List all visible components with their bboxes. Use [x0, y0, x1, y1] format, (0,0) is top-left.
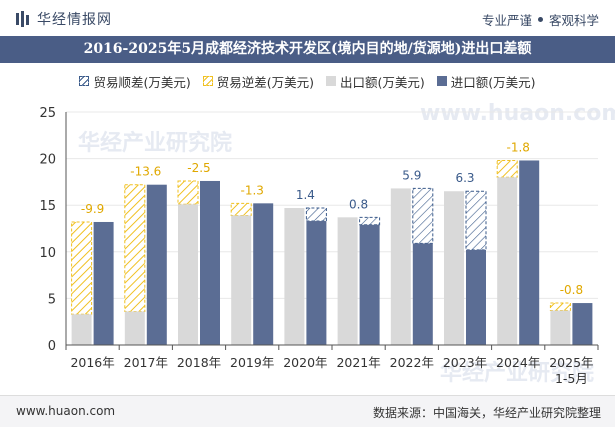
- legend-label-surplus: 贸易顺差(万美元): [93, 74, 191, 90]
- surplus-segment: [465, 190, 487, 251]
- balance-data-label: -1.8: [506, 140, 529, 154]
- deficit-segment: [496, 159, 518, 178]
- legend-item-export: 出口额(万美元): [326, 72, 425, 90]
- y-tick-label: 15: [39, 199, 56, 214]
- x-tick-label: 2024年: [496, 355, 540, 370]
- y-tick-label: 20: [39, 153, 56, 168]
- import-bar: [200, 180, 220, 345]
- y-tick-label: 5: [48, 292, 56, 307]
- balance-data-label: -1.3: [240, 183, 263, 197]
- legend-label-deficit: 贸易逆差(万美元): [216, 74, 314, 90]
- x-tick-label: 2022年: [390, 355, 434, 370]
- deficit-segment: [177, 180, 199, 205]
- export-bar: [71, 314, 92, 345]
- x-tick-label: 2018年: [177, 355, 221, 370]
- x-tick-label: 2020年: [283, 355, 327, 370]
- import-bar: [519, 160, 540, 345]
- watermark-1: 华经产业研究院: [78, 130, 232, 156]
- x-tick-label: 1-5月: [555, 371, 588, 386]
- x-tick-label: 2016年: [70, 355, 114, 370]
- export-bar: [497, 177, 518, 345]
- legend: 贸易顺差(万美元) 贸易逆差(万美元) 出口额(万美元) 进口额(万美元): [0, 72, 615, 90]
- chart-title: 2016-2025年5月成都经济技术开发区(境内目的地/货源地)进出口差额: [83, 41, 532, 57]
- legend-item-import: 进口额(万美元): [436, 72, 536, 90]
- import-bar: [412, 243, 433, 345]
- export-bar: [178, 204, 198, 345]
- deficit-segment: [549, 302, 571, 312]
- top-bar: 华经情报网 专业严谨 客观科学: [0, 0, 615, 36]
- watermark-3: 华经产业研究院: [440, 360, 594, 386]
- tagline-dot-icon: [537, 17, 543, 22]
- import-bar: [572, 303, 593, 345]
- chart: 华经产业研究院 www.huaon.com 华经产业研究院 -9.9 -13.6 -…: [39, 101, 615, 386]
- export-bar: [124, 311, 145, 345]
- footer-website[interactable]: www.huaon.com: [16, 404, 116, 418]
- balance-data-label: -9.9: [81, 202, 104, 216]
- watermark-2: www.huaon.com: [420, 101, 615, 126]
- import-bar: [359, 224, 380, 345]
- export-bar: [444, 191, 464, 345]
- tagline: 专业严谨 客观科学: [482, 10, 599, 29]
- surplus-segment: [305, 207, 327, 222]
- y-tick-label: 25: [39, 106, 56, 121]
- legend-swatch-export: [326, 76, 336, 86]
- tagline-left: 专业严谨: [481, 13, 532, 28]
- import-bar: [306, 221, 327, 345]
- footer: www.huaon.com 数据来源：中国海关，华经产业研究院整理: [0, 396, 615, 427]
- import-bar: [253, 203, 274, 345]
- x-tick-label: 2023年: [443, 355, 487, 370]
- deficit-segment: [71, 221, 93, 315]
- y-tick-label: 0: [48, 339, 56, 354]
- legend-item-deficit: 贸易逆差(万美元): [202, 72, 314, 90]
- deficit-segment: [124, 184, 146, 312]
- import-bar: [466, 249, 486, 345]
- legend-swatch-deficit: [202, 76, 213, 86]
- legend-swatch-surplus: [79, 76, 90, 86]
- x-tick-label: 2017年: [124, 355, 168, 370]
- tagline-right: 客观科学: [548, 13, 599, 28]
- legend-label-import: 进口额(万美元): [450, 74, 536, 90]
- footer-source: 数据来源：中国海关，华经产业研究院整理: [372, 406, 601, 420]
- footer-divider: [0, 395, 615, 396]
- title-bar: 2016-2025年5月成都经济技术开发区(境内目的地/货源地)进出口差额: [0, 36, 615, 63]
- x-tick-label: 2025年: [549, 355, 593, 370]
- logo: 华经情报网: [16, 9, 112, 29]
- y-tick-label: 10: [39, 246, 56, 261]
- import-bar: [93, 221, 114, 345]
- export-bar: [550, 310, 571, 345]
- balance-data-label: 6.3: [455, 171, 474, 185]
- balance-data-label: 1.4: [296, 188, 315, 202]
- balance-data-label: -0.8: [560, 283, 583, 297]
- legend-swatch-import: [436, 76, 447, 86]
- export-bar: [284, 207, 305, 345]
- balance-data-label: 0.8: [349, 197, 368, 211]
- deficit-segment: [230, 202, 252, 216]
- export-bar: [390, 188, 411, 345]
- import-bar: [146, 184, 167, 345]
- x-tick-label: 2019年: [230, 355, 274, 370]
- export-bar: [231, 215, 252, 345]
- legend-label-export: 出口额(万美元): [340, 74, 425, 90]
- balance-data-label: 5.9: [402, 168, 421, 182]
- legend-item-surplus: 贸易顺差(万美元): [79, 72, 191, 90]
- balance-data-label: -2.5: [187, 161, 210, 175]
- export-bar: [337, 217, 358, 345]
- surplus-segment: [359, 216, 381, 226]
- surplus-segment: [412, 187, 434, 244]
- x-tick-label: 2021年: [336, 355, 380, 370]
- logo-icon: [16, 11, 29, 27]
- logo-text: 华经情报网: [37, 12, 112, 28]
- balance-data-label: -13.6: [130, 165, 161, 179]
